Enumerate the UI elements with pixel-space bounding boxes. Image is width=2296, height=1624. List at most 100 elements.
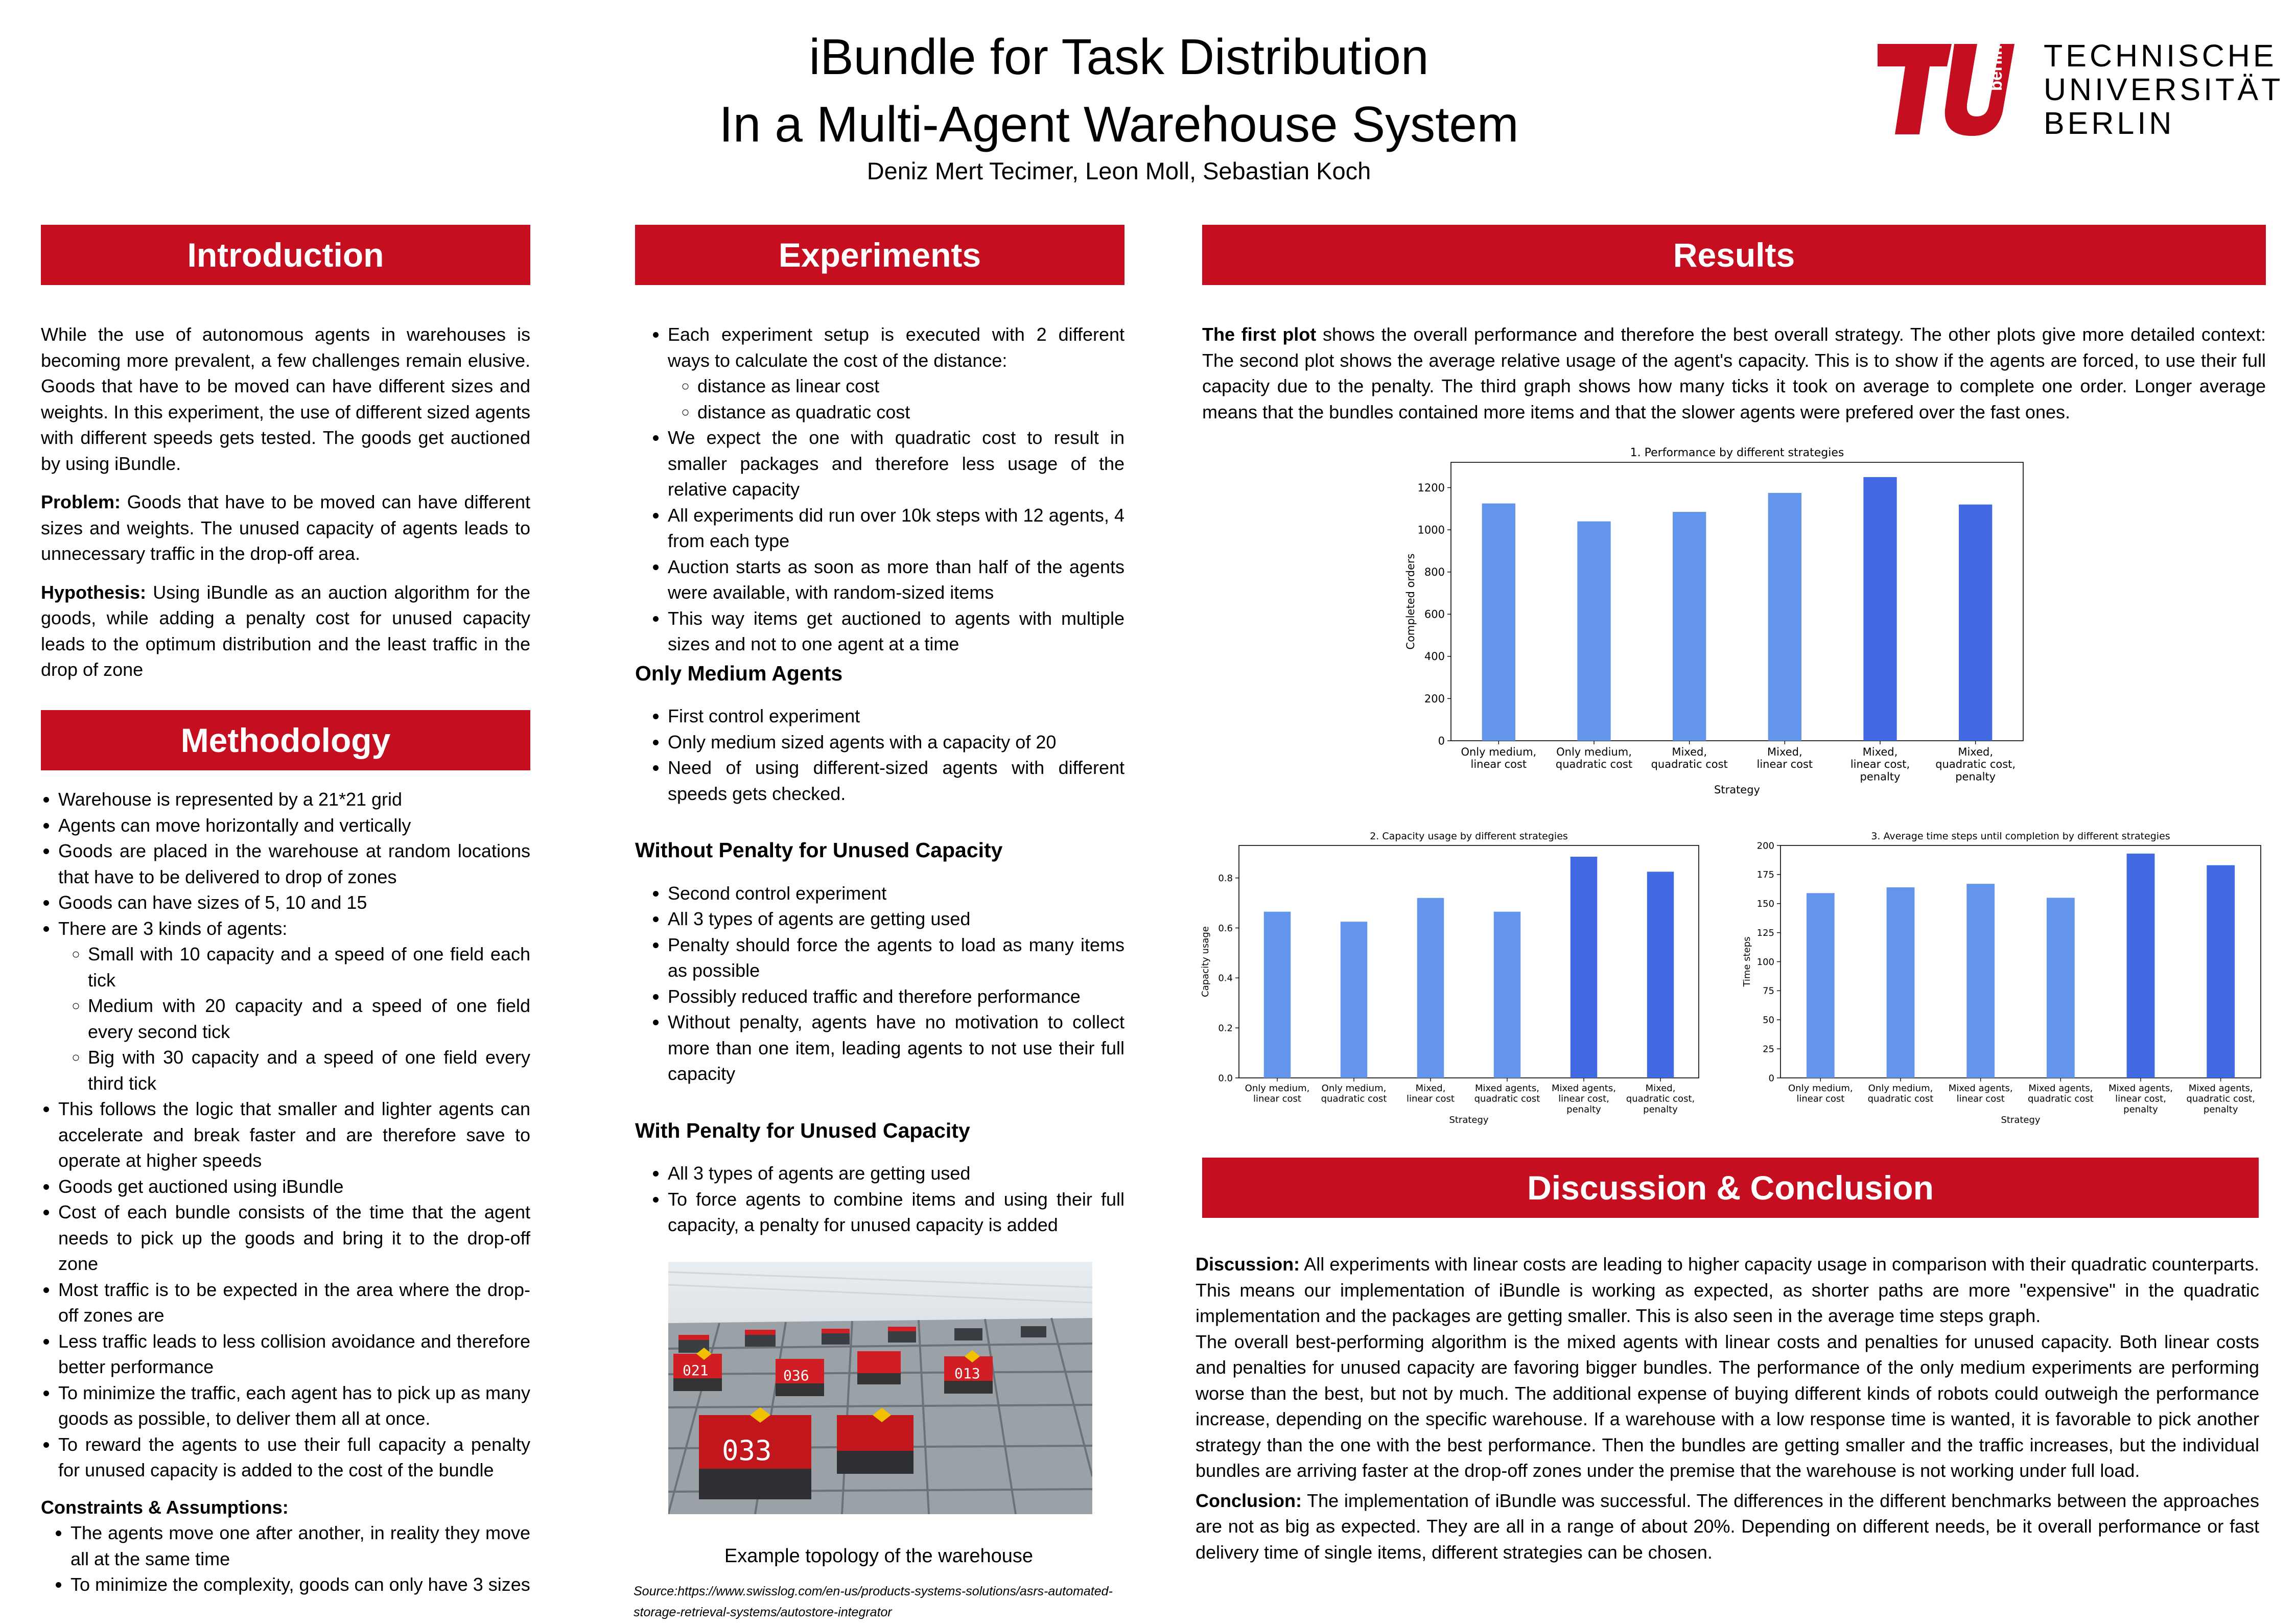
bar [1493, 911, 1521, 1078]
list-item: All 3 types of agents are getting used [668, 906, 1124, 932]
experiments-body: Each experiment setup is executed with 2… [635, 322, 1124, 1238]
x-tick-label: Mixed agents, quadratic cost, penalty [2186, 1083, 2255, 1115]
methodology-header: Methodology [41, 710, 530, 770]
bar [1863, 477, 1897, 741]
x-tick-label: Only medium, quadratic cost [1556, 746, 1632, 770]
y-tick-label: 100 [1757, 957, 1774, 968]
y-tick-label: 200 [1757, 840, 1774, 851]
y-tick-label: 0.6 [1218, 923, 1233, 934]
robot-label: 036 [783, 1367, 809, 1384]
list-item: To minimize the complexity, goods can on… [71, 1572, 530, 1598]
discussion-text: Discussion: All experiments with linear … [1196, 1252, 2259, 1329]
title-line-1: iBundle for Task Distribution [809, 29, 1429, 85]
list-item: First control experiment [668, 703, 1124, 729]
results-text: The first plot shows the overall perform… [1202, 322, 2266, 425]
list-item: Without penalty, agents have no motivati… [668, 1009, 1124, 1087]
list-item: Need of using different-sized agents wit… [668, 755, 1124, 807]
list-item: All 3 types of agents are getting used [668, 1161, 1124, 1187]
list-item: Most traffic is to be expected in the ar… [58, 1277, 530, 1329]
experiments-header: Experiments [635, 225, 1124, 285]
y-tick-label: 400 [1424, 650, 1445, 663]
hypothesis-text: Using iBundle as an auction algorithm fo… [41, 581, 530, 680]
only-medium-list: First control experiment Only medium siz… [635, 703, 1124, 807]
chart-capacity-usage: 2. Capacity usage by different strategie… [1200, 831, 1699, 1125]
list-item: Agents can move horizontally and vertica… [58, 813, 530, 839]
tu-berlin-logo: berlin TECHNISCHE UNIVERSITÄT BERLIN [1867, 38, 2281, 142]
y-tick-label: 25 [1763, 1044, 1774, 1054]
x-tick-label: Mixed, quadratic cost [1651, 746, 1728, 770]
logo-line-2: UNIVERSITÄT [2044, 72, 2281, 107]
x-tick-label: Mixed, linear cost [1407, 1083, 1455, 1104]
list-item: Big with 30 capacity and a speed of one … [88, 1045, 530, 1096]
list-item: To force agents to combine items and usi… [668, 1187, 1124, 1238]
x-tick-label: Mixed agents, quadratic cost [1474, 1083, 1540, 1104]
discussion-text-body: All experiments with linear costs are le… [1196, 1254, 2259, 1326]
authors: Deniz Mert Tecimer, Leon Moll, Sebastian… [866, 157, 1371, 184]
bar [1647, 872, 1674, 1078]
chart-time-steps: 3. Average time steps until completion b… [1742, 831, 2261, 1125]
x-tick-label: Mixed, quadratic cost, penalty [1935, 746, 2016, 783]
intro-problem: Problem: Goods that have to be moved can… [41, 489, 530, 567]
only-medium-title: Only Medium Agents [635, 661, 843, 685]
discussion-header: Discussion & Conclusion [1202, 1158, 2259, 1218]
x-tick-label: Mixed agents, linear cost [1949, 1083, 2013, 1104]
without-penalty-list: Second control experiment All 3 types of… [635, 881, 1124, 1087]
conclusion-text-body: The implementation of iBundle was succes… [1196, 1490, 2259, 1563]
y-tick-label: 1200 [1418, 482, 1445, 494]
y-tick-label: 125 [1757, 928, 1774, 938]
introduction-body: While the use of autonomous agents in wa… [41, 322, 530, 696]
list-item: Warehouse is represented by a 21*21 grid [58, 787, 530, 813]
y-tick-label: 0 [1438, 735, 1445, 747]
x-tick-label: Only medium, linear cost [1461, 746, 1536, 770]
bar [1263, 911, 1291, 1078]
y-tick-label: 800 [1424, 566, 1445, 578]
y-tick-label: 0.0 [1218, 1073, 1233, 1084]
tu-logo-mark-icon: berlin TECHNISCHE UNIVERSITÄT BERLIN [1878, 38, 2281, 140]
list-item: Goods are placed in the warehouse at ran… [58, 838, 530, 890]
y-axis-label: Completed orders [1404, 553, 1417, 649]
y-tick-label: 200 [1424, 693, 1445, 705]
agent-kinds-list: Small with 10 capacity and a speed of on… [58, 942, 530, 1096]
list-item: Goods get auctioned using iBundle [58, 1174, 530, 1200]
list-item: Second control experiment [668, 881, 1124, 907]
methodology-body: Warehouse is represented by a 21*21 grid… [41, 787, 530, 1598]
with-penalty-title: With Penalty for Unused Capacity [635, 1118, 970, 1142]
x-axis-label: Strategy [1714, 784, 1760, 796]
list-item: Auction starts as soon as more than half… [668, 554, 1124, 606]
list-item: Each experiment setup is executed with 2… [668, 322, 1124, 425]
x-tick-label: Mixed, linear cost [1757, 746, 1813, 770]
agent-kinds-label: There are 3 kinds of agents: [58, 917, 288, 939]
introduction-header: Introduction [41, 225, 530, 285]
y-axis-label: Time steps [1742, 936, 1752, 987]
poster-title: iBundle for Task Distribution In a Multi… [490, 23, 1747, 158]
list-item: This follows the logic that smaller and … [58, 1096, 530, 1174]
problem-label: Problem: [41, 491, 121, 512]
list-item: There are 3 kinds of agents: Small with … [58, 916, 530, 1097]
hypothesis-label: Hypothesis: [41, 581, 147, 603]
x-tick-label: Mixed agents, quadratic cost [2028, 1083, 2094, 1104]
chart-title: 3. Average time steps until completion b… [1871, 831, 2170, 842]
cost-ways-label: Each experiment setup is executed with 2… [668, 324, 1124, 371]
y-tick-label: 150 [1757, 899, 1774, 909]
bar [1768, 492, 1801, 741]
without-penalty-title: Without Penalty for Unused Capacity [635, 838, 1003, 862]
robot-label: 033 [722, 1434, 772, 1467]
intro-hypothesis: Hypothesis: Using iBundle as an auction … [41, 580, 530, 683]
conclusion-label: Conclusion: [1196, 1490, 1302, 1511]
bar [1673, 512, 1706, 741]
y-tick-label: 600 [1424, 608, 1445, 621]
list-item: Medium with 20 capacity and a speed of o… [88, 993, 530, 1045]
list-item: To reward the agents to use their full c… [58, 1432, 530, 1484]
x-tick-label: Only medium, linear cost [1788, 1083, 1853, 1104]
list-item: distance as quadratic cost [697, 399, 1124, 426]
list-item: Small with 10 capacity and a speed of on… [88, 942, 530, 993]
with-penalty-list: All 3 types of agents are getting used T… [635, 1161, 1124, 1238]
plot-frame [1238, 845, 1699, 1078]
list-item: To minimize the traffic, each agent has … [58, 1380, 530, 1432]
plot-frame [1780, 845, 2261, 1078]
y-tick-label: 175 [1757, 869, 1774, 880]
y-axis-label: Capacity usage [1200, 926, 1211, 997]
experiments-list: Each experiment setup is executed with 2… [635, 322, 1124, 657]
problem-text: Goods that have to be moved can have dif… [41, 491, 530, 564]
bar [1806, 893, 1835, 1078]
